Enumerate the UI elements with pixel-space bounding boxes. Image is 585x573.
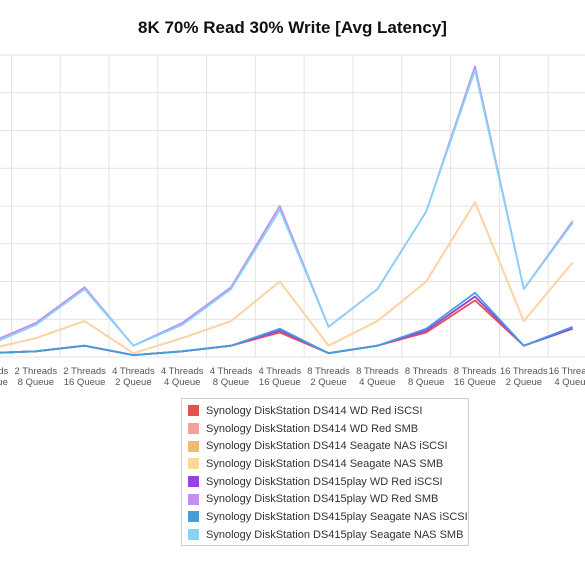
legend-label: Synology DiskStation DS415play WD Red SM… xyxy=(206,493,439,506)
legend-label: Synology DiskStation DS414 WD Red SMB xyxy=(206,422,419,435)
series-line-4[interactable] xyxy=(0,201,574,355)
legend-item[interactable]: Synology DiskStation DS415play WD Red SM… xyxy=(188,490,468,508)
x-tick-label: 16 Threads xyxy=(549,366,585,377)
x-tick-label: 8 Threads xyxy=(307,366,350,377)
x-tick-label: 8 Queue xyxy=(408,377,444,388)
legend-item[interactable]: Synology DiskStation DS414 Seagate NAS S… xyxy=(188,455,468,473)
legend-item[interactable]: Synology DiskStation DS415play WD Red iS… xyxy=(188,473,468,491)
x-tick-label: 8 Threads xyxy=(405,366,448,377)
x-tick-label: 2 Queue xyxy=(506,377,542,388)
legend-swatch xyxy=(188,458,199,470)
legend-swatch xyxy=(188,493,199,505)
x-tick-label: 2 Queue xyxy=(115,377,151,388)
legend-swatch xyxy=(188,511,199,523)
series-line-8[interactable] xyxy=(0,69,574,347)
x-tick-label: 8 Threads xyxy=(356,366,399,377)
legend-swatch xyxy=(188,440,199,452)
x-tick-label: 2 Threads xyxy=(14,366,57,377)
x-tick-label: 2 Threads xyxy=(63,366,106,377)
legend-swatch xyxy=(188,405,199,417)
x-tick-label: 16 Queue xyxy=(454,377,496,388)
x-tick-label: 16 Queue xyxy=(64,377,106,388)
legend-label: Synology DiskStation DS414 Seagate NAS i… xyxy=(206,440,448,453)
x-tick-label: 16 Queue xyxy=(0,377,8,388)
legend-item[interactable]: Synology DiskStation DS415play Seagate N… xyxy=(188,508,468,526)
x-tick-label: 8 Threads xyxy=(454,366,497,377)
x-tick-label: 4 Queue xyxy=(554,377,585,388)
chart-grid xyxy=(0,54,585,358)
legend-item[interactable]: Synology DiskStation DS414 WD Red iSCSI xyxy=(188,402,468,420)
legend-item[interactable]: Synology DiskStation DS415play Seagate N… xyxy=(188,526,468,544)
legend-label: Synology DiskStation DS415play WD Red iS… xyxy=(206,475,443,488)
x-tick-label: 4 Threads xyxy=(258,366,301,377)
legend-label: Synology DiskStation DS414 WD Red iSCSI xyxy=(206,404,423,417)
series-line-6[interactable] xyxy=(0,65,574,347)
x-tick-label: 1 Threads xyxy=(0,366,9,377)
x-tick-label: 8 Queue xyxy=(18,377,54,388)
x-tick-label: 2 Queue xyxy=(310,377,346,388)
x-tick-label: 4 Queue xyxy=(164,377,200,388)
x-tick-label: 8 Queue xyxy=(213,377,249,388)
legend-swatch xyxy=(188,529,199,541)
x-tick-label: 16 Threads xyxy=(500,366,548,377)
legend-item[interactable]: Synology DiskStation DS414 Seagate NAS i… xyxy=(188,437,468,455)
x-tick-label: 16 Queue xyxy=(259,377,301,388)
x-tick-label: 4 Threads xyxy=(112,366,155,377)
x-tick-label: 4 Threads xyxy=(161,366,204,377)
legend-label: Synology DiskStation DS415play Seagate N… xyxy=(206,528,464,541)
chart-title: 8K 70% Read 30% Write [Avg Latency] xyxy=(138,18,447,37)
legend-label: Synology DiskStation DS415play Seagate N… xyxy=(206,510,468,523)
legend-swatch xyxy=(188,423,199,435)
chart-legend[interactable]: Synology DiskStation DS414 WD Red iSCSI S… xyxy=(181,398,469,546)
chart-series-lines xyxy=(0,65,574,357)
x-tick-label: 4 Queue xyxy=(359,377,395,388)
x-tick-label: 4 Threads xyxy=(210,366,253,377)
legend-swatch xyxy=(188,476,199,488)
legend-item[interactable]: Synology DiskStation DS414 WD Red SMB xyxy=(188,420,468,438)
legend-label: Synology DiskStation DS414 Seagate NAS S… xyxy=(206,457,444,470)
series-line-7[interactable] xyxy=(0,291,573,357)
